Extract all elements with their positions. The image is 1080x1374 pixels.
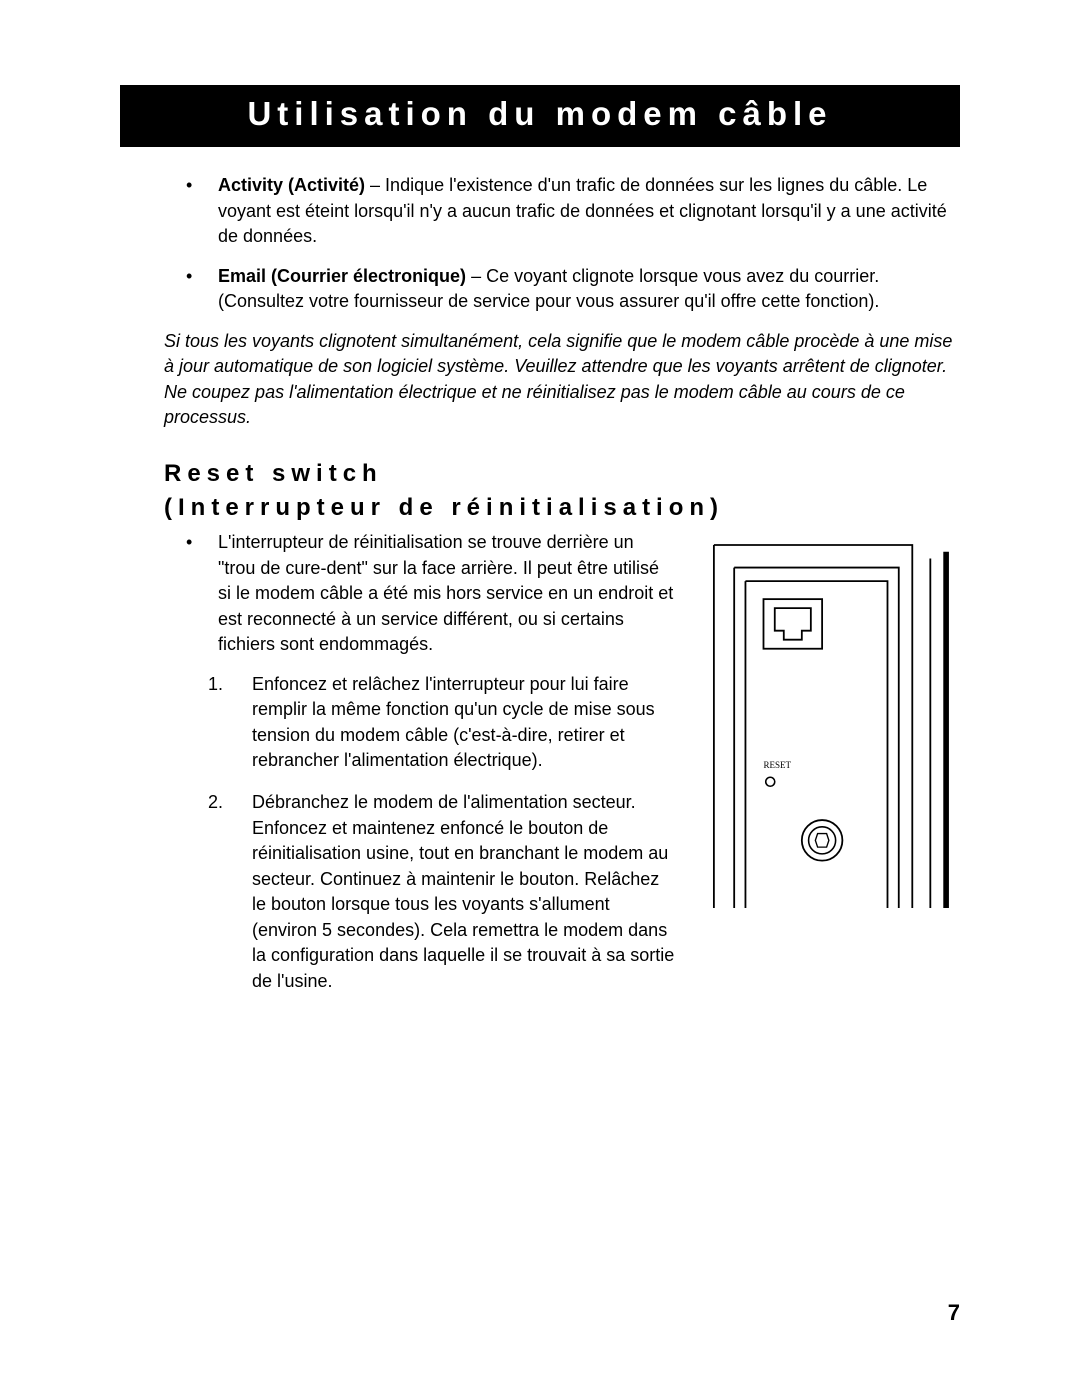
step-text: Enfoncez et relâchez l'interrupteur pour… <box>252 674 655 771</box>
reset-label: RESET <box>763 760 791 770</box>
modem-rear-diagram: RESET <box>700 536 960 908</box>
reset-intro: L'interrupteur de réinitialisation se tr… <box>218 532 673 654</box>
list-item: Activity (Activité) – Indique l'existenc… <box>164 173 960 250</box>
heading-line2: (Interrupteur de réinitialisation) <box>164 494 724 521</box>
list-item: L'interrupteur de réinitialisation se tr… <box>164 530 676 658</box>
connector-icon <box>802 820 843 861</box>
step-number: 2. <box>208 790 223 816</box>
reset-figure-column: RESET <box>700 530 960 1010</box>
title-bar: Utilisation du modem câble <box>120 85 960 147</box>
content: Activity (Activité) – Indique l'existenc… <box>120 173 960 1010</box>
page: Utilisation du modem câble Activity (Act… <box>0 0 1080 1374</box>
page-number: 7 <box>948 1300 960 1326</box>
update-note: Si tous les voyants clignotent simultané… <box>164 329 960 431</box>
indicator-list: Activity (Activité) – Indique l'existenc… <box>164 173 960 315</box>
step-item: 1. Enfoncez et relâchez l'interrupteur p… <box>164 672 676 774</box>
port-icon <box>763 599 822 649</box>
list-item: Email (Courrier électronique) – Ce voyan… <box>164 264 960 315</box>
page-title: Utilisation du modem câble <box>120 95 960 133</box>
reset-section: L'interrupteur de réinitialisation se tr… <box>164 530 960 1010</box>
email-label: Email (Courrier électronique) <box>218 266 466 286</box>
reset-hole-icon <box>766 777 775 786</box>
activity-label: Activity (Activité) <box>218 175 365 195</box>
step-text: Débranchez le modem de l'alimentation se… <box>252 792 674 991</box>
heading-line1: Reset switch <box>164 460 383 487</box>
inner-panel <box>734 568 899 908</box>
section-heading: Reset switch (Interrupteur de réinitiali… <box>164 457 960 524</box>
reset-intro-list: L'interrupteur de réinitialisation se tr… <box>164 530 676 658</box>
reset-text-column: L'interrupteur de réinitialisation se tr… <box>164 530 676 1010</box>
step-number: 1. <box>208 672 223 698</box>
step-item: 2. Débranchez le modem de l'alimentation… <box>164 790 676 994</box>
reset-steps: 1. Enfoncez et relâchez l'interrupteur p… <box>164 672 676 995</box>
